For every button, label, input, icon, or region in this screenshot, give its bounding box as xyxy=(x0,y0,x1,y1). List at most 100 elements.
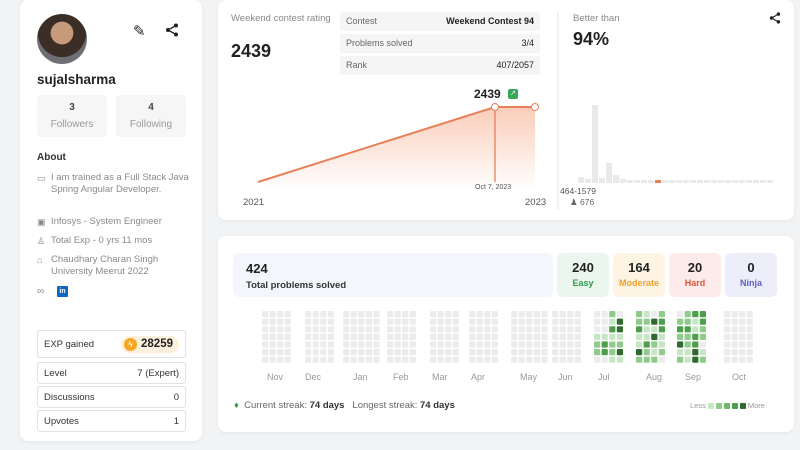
heatmap-cell[interactable] xyxy=(616,356,623,363)
heatmap-cell[interactable] xyxy=(452,311,459,318)
heatmap-cell[interactable] xyxy=(262,318,269,325)
heatmap-cell[interactable] xyxy=(394,318,401,325)
heatmap-cell[interactable] xyxy=(739,341,746,348)
heatmap-cell[interactable] xyxy=(402,318,409,325)
heatmap-cell[interactable] xyxy=(430,333,437,340)
heatmap-cell[interactable] xyxy=(262,349,269,356)
heatmap-cell[interactable] xyxy=(594,333,601,340)
heatmap-cell[interactable] xyxy=(651,349,658,356)
heatmap-cell[interactable] xyxy=(394,326,401,333)
heatmap-cell[interactable] xyxy=(616,318,623,325)
heatmap-cell[interactable] xyxy=(284,318,291,325)
heatmap-cell[interactable] xyxy=(574,326,581,333)
heatmap-cell[interactable] xyxy=(491,341,498,348)
rating-distribution-histogram[interactable] xyxy=(218,0,794,220)
heatmap-cell[interactable] xyxy=(445,349,452,356)
heatmap-cell[interactable] xyxy=(601,318,608,325)
heatmap-cell[interactable] xyxy=(643,356,650,363)
heatmap-cell[interactable] xyxy=(430,318,437,325)
heatmap-cell[interactable] xyxy=(643,326,650,333)
heatmap-cell[interactable] xyxy=(533,341,540,348)
heatmap-cell[interactable] xyxy=(312,356,319,363)
heatmap-cell[interactable] xyxy=(269,356,276,363)
heatmap-cell[interactable] xyxy=(358,349,365,356)
heatmap-cell[interactable] xyxy=(699,318,706,325)
heatmap-cell[interactable] xyxy=(350,349,357,356)
heatmap-cell[interactable] xyxy=(358,356,365,363)
heatmap-cell[interactable] xyxy=(437,326,444,333)
linkedin-icon[interactable]: in xyxy=(57,286,68,297)
heatmap-cell[interactable] xyxy=(277,326,284,333)
heatmap-cell[interactable] xyxy=(692,318,699,325)
heatmap-cell[interactable] xyxy=(437,311,444,318)
heatmap-cell[interactable] xyxy=(541,349,548,356)
heatmap-cell[interactable] xyxy=(409,356,416,363)
heatmap-cell[interactable] xyxy=(636,341,643,348)
heatmap-cell[interactable] xyxy=(559,318,566,325)
heatmap-cell[interactable] xyxy=(746,318,753,325)
heatmap-cell[interactable] xyxy=(636,318,643,325)
heatmap-cell[interactable] xyxy=(601,311,608,318)
heatmap-cell[interactable] xyxy=(430,341,437,348)
heatmap-cell[interactable] xyxy=(511,311,518,318)
heatmap-cell[interactable] xyxy=(350,326,357,333)
heatmap-cell[interactable] xyxy=(699,341,706,348)
heatmap-cell[interactable] xyxy=(445,318,452,325)
heatmap-cell[interactable] xyxy=(387,326,394,333)
heatmap-cell[interactable] xyxy=(305,318,312,325)
heatmap-cell[interactable] xyxy=(658,349,665,356)
heatmap-cell[interactable] xyxy=(731,356,738,363)
heatmap-cell[interactable] xyxy=(445,341,452,348)
heatmap-cell[interactable] xyxy=(262,356,269,363)
heatmap-cell[interactable] xyxy=(636,349,643,356)
heatmap-cell[interactable] xyxy=(305,349,312,356)
heatmap-cell[interactable] xyxy=(699,311,706,318)
heatmap-cell[interactable] xyxy=(552,356,559,363)
heatmap-cell[interactable] xyxy=(567,341,574,348)
heatmap-cell[interactable] xyxy=(373,311,380,318)
heatmap-cell[interactable] xyxy=(277,356,284,363)
heatmap-cell[interactable] xyxy=(437,333,444,340)
heatmap-cell[interactable] xyxy=(373,341,380,348)
heatmap-cell[interactable] xyxy=(692,341,699,348)
heatmap-cell[interactable] xyxy=(574,311,581,318)
heatmap-cell[interactable] xyxy=(409,326,416,333)
heatmap-cell[interactable] xyxy=(394,333,401,340)
heatmap-cell[interactable] xyxy=(469,326,476,333)
heatmap-cell[interactable] xyxy=(511,349,518,356)
heatmap-cell[interactable] xyxy=(609,341,616,348)
heatmap-cell[interactable] xyxy=(437,341,444,348)
heatmap-cell[interactable] xyxy=(343,311,350,318)
heatmap-cell[interactable] xyxy=(518,341,525,348)
heatmap-cell[interactable] xyxy=(430,326,437,333)
heatmap-cell[interactable] xyxy=(609,349,616,356)
heatmap-cell[interactable] xyxy=(365,311,372,318)
heatmap-cell[interactable] xyxy=(409,311,416,318)
heatmap-cell[interactable] xyxy=(491,326,498,333)
heatmap-cell[interactable] xyxy=(636,333,643,340)
row-value[interactable]: Weekend Contest 94 xyxy=(446,16,534,26)
heatmap-cell[interactable] xyxy=(594,318,601,325)
heatmap-cell[interactable] xyxy=(343,318,350,325)
heatmap-cell[interactable] xyxy=(327,318,334,325)
heatmap-cell[interactable] xyxy=(327,341,334,348)
heatmap-cell[interactable] xyxy=(616,333,623,340)
heatmap-cell[interactable] xyxy=(476,318,483,325)
heatmap-cell[interactable] xyxy=(484,311,491,318)
heatmap-cell[interactable] xyxy=(484,356,491,363)
heatmap-cell[interactable] xyxy=(469,318,476,325)
heatmap-cell[interactable] xyxy=(552,311,559,318)
heatmap-cell[interactable] xyxy=(692,349,699,356)
heatmap-cell[interactable] xyxy=(731,333,738,340)
heatmap-cell[interactable] xyxy=(658,356,665,363)
heatmap-cell[interactable] xyxy=(469,333,476,340)
heatmap-cell[interactable] xyxy=(677,311,684,318)
heatmap-cell[interactable] xyxy=(699,356,706,363)
heatmap-cell[interactable] xyxy=(684,356,691,363)
heatmap-cell[interactable] xyxy=(350,356,357,363)
heatmap-cell[interactable] xyxy=(430,311,437,318)
heatmap-cell[interactable] xyxy=(284,349,291,356)
heatmap-cell[interactable] xyxy=(269,341,276,348)
heatmap-cell[interactable] xyxy=(409,349,416,356)
heatmap-cell[interactable] xyxy=(491,311,498,318)
